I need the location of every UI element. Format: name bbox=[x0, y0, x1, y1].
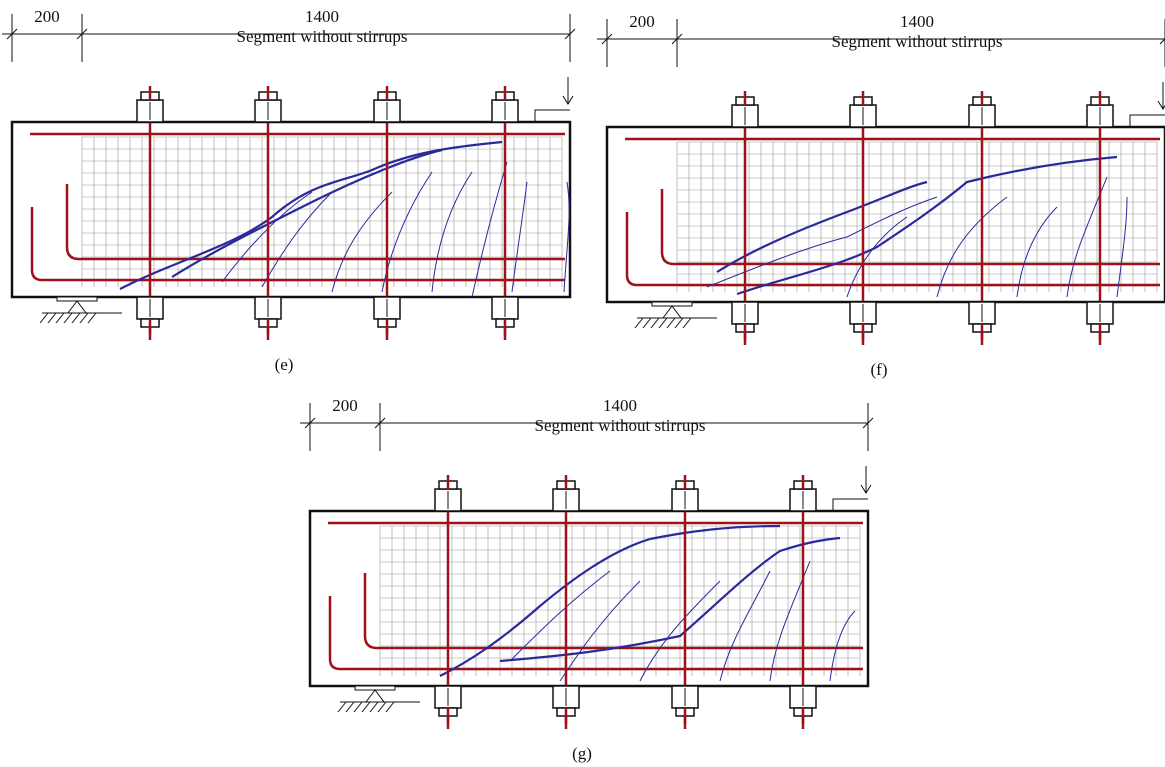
support bbox=[67, 300, 87, 314]
crack bbox=[1016, 206, 1058, 298]
bottom-rebar bbox=[328, 596, 863, 671]
dimension-slash bbox=[76, 28, 88, 40]
ground-hatch bbox=[682, 317, 692, 329]
ground-hatch bbox=[337, 701, 347, 713]
crack bbox=[716, 180, 928, 273]
ground-hatch bbox=[63, 312, 73, 324]
crack bbox=[706, 196, 938, 288]
load-plate bbox=[832, 498, 868, 511]
crack bbox=[331, 191, 393, 293]
dimension-slash bbox=[1159, 38, 1165, 45]
dim-1400: 1400 bbox=[900, 12, 934, 31]
load-plate bbox=[534, 109, 570, 122]
beam bbox=[308, 509, 870, 688]
crack bbox=[431, 171, 473, 293]
support bbox=[365, 689, 385, 703]
dimension-slash bbox=[6, 28, 18, 40]
dim-200: 200 bbox=[629, 12, 655, 31]
ground-hatch bbox=[658, 317, 668, 329]
ground-hatch bbox=[642, 317, 652, 329]
ground-hatch bbox=[361, 701, 371, 713]
segment-label: Segment without stirrups bbox=[535, 416, 706, 435]
crack bbox=[511, 181, 528, 293]
dim-1400: 1400 bbox=[603, 396, 637, 415]
crack bbox=[171, 148, 443, 278]
crack bbox=[261, 191, 333, 288]
ground-hatch bbox=[79, 312, 89, 324]
bottom-rebar bbox=[625, 212, 1160, 287]
ground-hatch bbox=[345, 701, 355, 713]
ground-hatch bbox=[87, 312, 97, 324]
crack bbox=[936, 196, 1008, 298]
ground-hatch bbox=[71, 312, 81, 324]
bottom-rebar bbox=[65, 184, 565, 261]
segment-label: Segment without stirrups bbox=[832, 32, 1003, 51]
ground-hatch bbox=[650, 317, 660, 329]
dim-1400: 1400 bbox=[305, 7, 339, 26]
support bbox=[662, 305, 682, 319]
crack bbox=[119, 140, 503, 290]
load-arrow-head bbox=[860, 484, 872, 494]
dimension-slash bbox=[374, 417, 386, 429]
load-arrow-head bbox=[1157, 100, 1165, 110]
load-arrow-head bbox=[562, 95, 574, 105]
crack bbox=[736, 155, 1118, 296]
dimension-slash bbox=[304, 417, 316, 429]
crack bbox=[563, 181, 570, 293]
dim-200: 200 bbox=[332, 396, 358, 415]
crack bbox=[471, 161, 508, 298]
crack bbox=[499, 536, 841, 663]
ground-hatch bbox=[385, 701, 395, 713]
caption: (g) bbox=[572, 744, 592, 763]
dimension-slash bbox=[564, 28, 576, 40]
ground-hatch bbox=[674, 317, 684, 329]
bottom-rebar bbox=[30, 207, 565, 282]
beam bbox=[10, 120, 572, 299]
caption: (e) bbox=[275, 355, 294, 374]
beam bbox=[605, 125, 1165, 304]
bottom-rebar bbox=[363, 573, 863, 650]
dim-200: 200 bbox=[34, 7, 60, 26]
caption: (f) bbox=[871, 360, 888, 379]
bottom-rebar bbox=[660, 189, 1160, 266]
crack bbox=[509, 570, 611, 662]
segment-label: Segment without stirrups bbox=[237, 27, 408, 46]
dimension-slash bbox=[671, 33, 683, 45]
crack bbox=[719, 570, 771, 682]
ground-hatch bbox=[369, 701, 379, 713]
crack bbox=[439, 524, 781, 677]
ground-hatch bbox=[55, 312, 65, 324]
crack bbox=[829, 610, 856, 682]
crack bbox=[846, 216, 908, 298]
ground-hatch bbox=[377, 701, 387, 713]
ground-hatch bbox=[666, 317, 676, 329]
load-plate bbox=[1129, 114, 1165, 127]
dimension-slash bbox=[862, 417, 874, 429]
crack bbox=[381, 171, 433, 293]
ground-hatch bbox=[634, 317, 644, 329]
crack bbox=[1116, 196, 1128, 298]
ground-hatch bbox=[353, 701, 363, 713]
crack bbox=[639, 580, 721, 682]
ground-hatch bbox=[47, 312, 57, 324]
dimension-slash bbox=[601, 33, 613, 45]
ground-hatch bbox=[39, 312, 49, 324]
